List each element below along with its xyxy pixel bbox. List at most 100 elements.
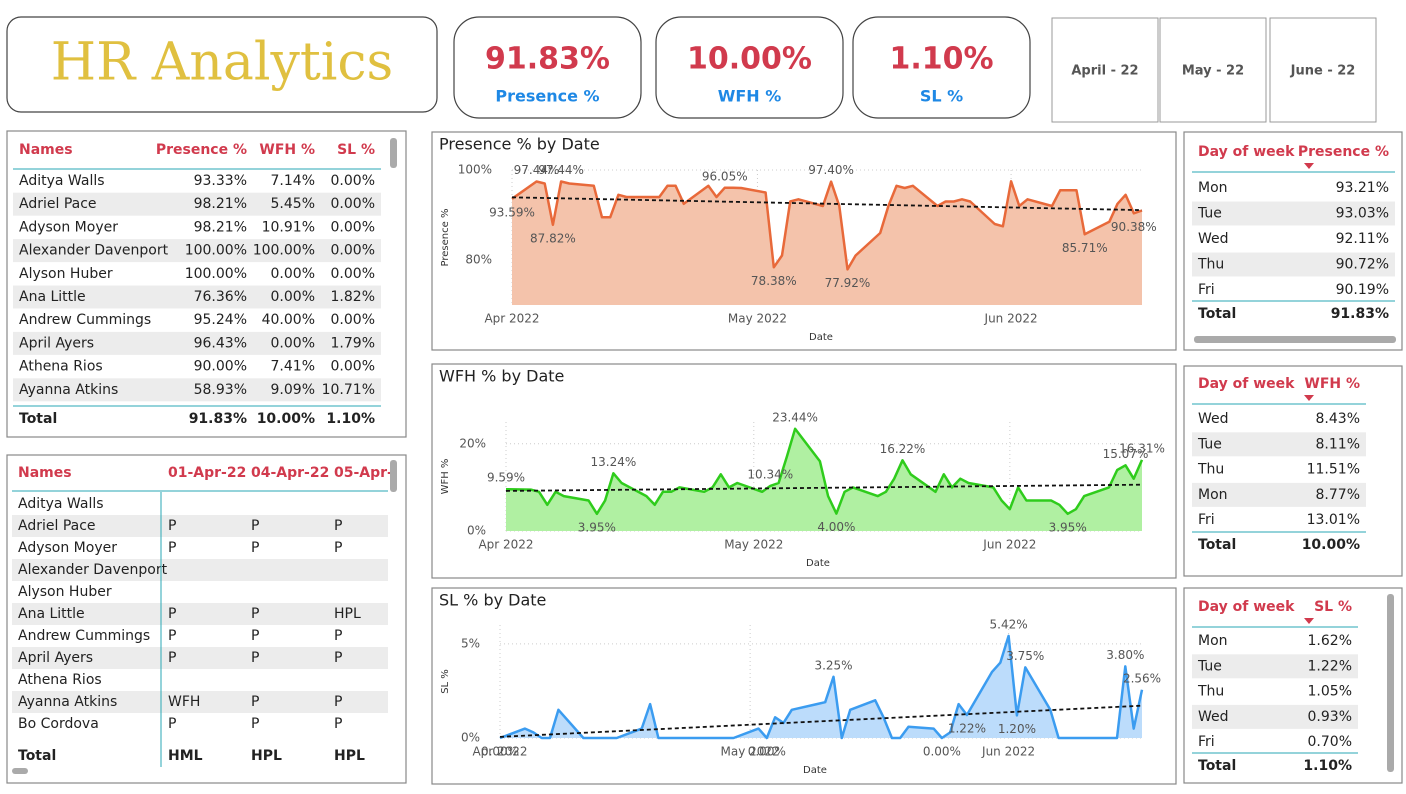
row-band xyxy=(1192,704,1358,729)
y-axis-title: SL % xyxy=(440,669,451,694)
data-label: 78.38% xyxy=(751,274,797,288)
table-cell: April Ayers xyxy=(19,335,94,351)
table-cell: Ana Little xyxy=(19,289,86,305)
column-header: 05-Apr- xyxy=(334,465,393,481)
table-cell: 8.77% xyxy=(1316,487,1360,503)
column-header: Day of week xyxy=(1198,376,1295,392)
data-label: 16.31% xyxy=(1119,441,1165,455)
table-cell: Adriel Pace xyxy=(18,518,96,534)
data-label: 13.24% xyxy=(590,455,636,469)
total-cell: Total xyxy=(19,411,57,427)
column-header: 04-Apr-22 xyxy=(251,465,329,481)
slicer-button[interactable] xyxy=(1051,17,1159,123)
x-tick-label: May 2022 xyxy=(721,745,780,759)
scrollbar[interactable] xyxy=(390,138,397,168)
chart-title: WFH % by Date xyxy=(439,367,564,386)
column-header: WFH % xyxy=(1304,376,1360,392)
row-band xyxy=(13,239,381,263)
table-cell: P xyxy=(334,694,342,710)
dashboard-title: HR Analytics xyxy=(51,33,393,93)
row-band xyxy=(13,331,381,355)
table-cell: P xyxy=(168,540,176,556)
table-cell: Adyson Moyer xyxy=(19,219,118,235)
day-table xyxy=(1183,587,1403,784)
total-cell: 91.83% xyxy=(1331,306,1389,322)
kpi-card xyxy=(453,16,642,119)
x-tick-label: Apr 2022 xyxy=(478,538,533,552)
kpi-value: 91.83% xyxy=(485,42,610,77)
column-header: SL % xyxy=(1314,599,1352,615)
table-cell: Andrew Cummings xyxy=(19,312,151,328)
table-cell: 90.00% xyxy=(194,359,247,375)
row-band xyxy=(12,603,388,625)
table-cell: Athena Rios xyxy=(18,672,102,688)
data-label: 3.95% xyxy=(578,520,616,534)
row-band xyxy=(1192,252,1395,277)
x-tick-label: Apr 2022 xyxy=(472,745,527,759)
row-band xyxy=(1192,432,1366,457)
data-label: 9.59% xyxy=(487,471,525,485)
chart-title: SL % by Date xyxy=(439,591,546,610)
data-label: 5.42% xyxy=(990,617,1028,631)
y-tick-label: 100% xyxy=(458,163,492,177)
table-cell: 93.21% xyxy=(1336,180,1389,196)
column-header: WFH % xyxy=(259,142,315,158)
table-cell: 58.93% xyxy=(194,382,247,398)
table-cell: Tue xyxy=(1197,436,1222,452)
table-cell: 92.11% xyxy=(1336,231,1389,247)
table-cell: 100.00% xyxy=(253,243,315,259)
table-cell: 10.91% xyxy=(262,219,315,235)
table-cell: Fri xyxy=(1198,512,1215,528)
table-cell: P xyxy=(251,694,259,710)
table-cell: Wed xyxy=(1198,709,1229,725)
table-cell: 0.00% xyxy=(331,266,375,282)
table-cell: P xyxy=(334,650,342,666)
data-label: 85.71% xyxy=(1062,241,1108,255)
data-label: 3.95% xyxy=(1049,520,1087,534)
total-cell: 1.10% xyxy=(1303,758,1352,774)
kpi-value: 10.00% xyxy=(687,42,812,77)
y-tick-label: 0% xyxy=(461,731,480,745)
scrollbar[interactable] xyxy=(12,768,28,774)
table-cell: Fri xyxy=(1198,734,1215,750)
data-label: 2.56% xyxy=(1123,671,1161,685)
slicer-label: June - 22 xyxy=(1290,64,1356,79)
row-band xyxy=(12,647,388,669)
table-cell: P xyxy=(168,716,176,732)
x-tick-label: Jun 2022 xyxy=(981,745,1035,759)
table-cell: 1.05% xyxy=(1308,684,1352,700)
table-cell: 0.00% xyxy=(271,266,315,282)
scrollbar[interactable] xyxy=(390,460,397,492)
kpi-label: SL % xyxy=(920,87,963,106)
data-label: 15.07% xyxy=(1103,447,1149,461)
table-cell: Mon xyxy=(1198,633,1228,649)
scrollbar[interactable] xyxy=(1194,336,1396,343)
total-cell: 1.10% xyxy=(326,411,375,427)
slicer-button[interactable] xyxy=(1159,17,1267,123)
table-cell: P xyxy=(251,518,259,534)
table-cell: Alexander Davenport xyxy=(18,562,168,578)
scrollbar[interactable] xyxy=(1387,594,1394,772)
table-cell: P xyxy=(334,628,342,644)
column-header: Presence % xyxy=(156,142,247,158)
row-band xyxy=(12,515,388,537)
table-cell: 96.43% xyxy=(194,335,247,351)
table-cell: 0.00% xyxy=(271,335,315,351)
column-header: Day of week xyxy=(1198,599,1295,615)
row-band xyxy=(12,691,388,713)
table-cell: Bo Cordova xyxy=(18,716,99,732)
table-cell: Fri xyxy=(1198,282,1215,298)
table-cell: 0.70% xyxy=(1308,734,1352,750)
table-cell: Ayanna Atkins xyxy=(18,694,117,710)
slicer-button[interactable] xyxy=(1269,17,1377,123)
kpi-card xyxy=(655,16,844,119)
area xyxy=(500,635,1142,738)
area xyxy=(512,181,1142,305)
line xyxy=(505,427,1144,516)
column-header: Day of week xyxy=(1198,144,1295,160)
kpi-label: Presence % xyxy=(495,87,599,106)
data-label: 0.00% xyxy=(923,745,961,759)
trend-line xyxy=(499,704,1143,738)
table-cell: Mon xyxy=(1198,180,1228,196)
row-band xyxy=(13,378,381,402)
